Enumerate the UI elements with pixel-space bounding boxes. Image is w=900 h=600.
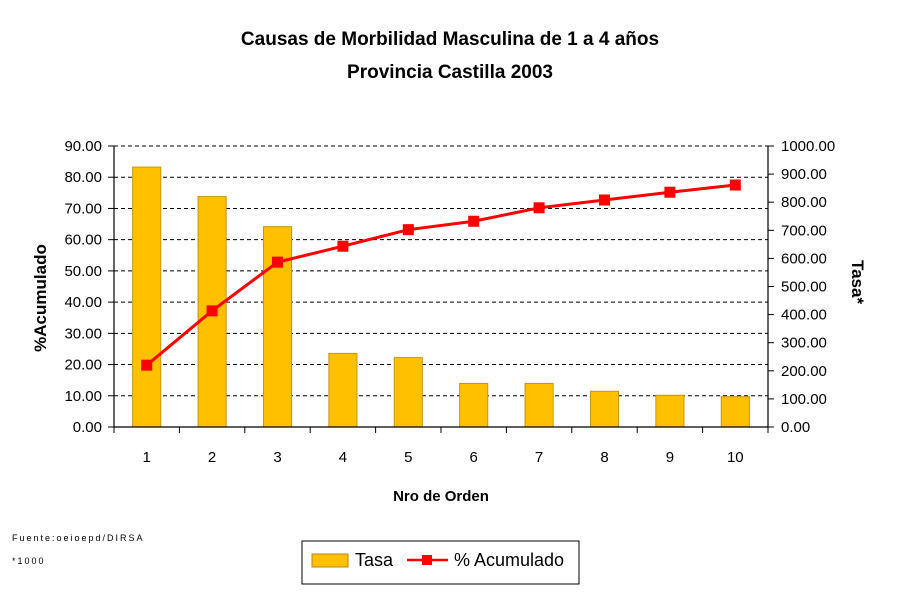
y-right-tick-label: 800.00 xyxy=(781,194,827,211)
line-acumulado-path xyxy=(145,183,736,367)
y-right-tick-label: 400.00 xyxy=(781,307,827,324)
x-tick-label: 2 xyxy=(208,449,216,466)
line-marker-acumulado xyxy=(599,194,610,206)
legend-label-tasa: Tasa xyxy=(355,550,394,570)
bar-tasa xyxy=(393,357,423,428)
x-tick-label: 1 xyxy=(143,449,151,466)
y-left-tick-label: 20.00 xyxy=(64,357,102,374)
y-left-tick-label: 60.00 xyxy=(64,232,102,249)
line-series-acumulado xyxy=(141,179,741,371)
line-marker-acumulado xyxy=(337,240,349,252)
line-marker-acumulado xyxy=(533,202,545,214)
bar-tasa xyxy=(589,390,620,428)
x-tick-label: 4 xyxy=(339,449,347,466)
bar-tasa xyxy=(132,166,162,428)
line-marker-acumulado xyxy=(141,359,153,371)
y-left-tick-label: 80.00 xyxy=(64,169,102,186)
bar-tasa xyxy=(459,382,489,428)
y-left-tick-label: 0.00 xyxy=(73,419,102,436)
x-tick-label: 6 xyxy=(470,449,478,466)
y-axis-right-title: Tasa* xyxy=(848,260,867,304)
y-left-tick-label: 50.00 xyxy=(64,263,102,280)
rate-footnote: *1000 xyxy=(12,556,46,566)
legend-label-acumulado: % Acumulado xyxy=(454,550,564,570)
tick-labels: 0.0010.0020.0030.0040.0050.0060.0070.008… xyxy=(64,138,835,466)
y-right-tick-label: 100.00 xyxy=(781,391,827,408)
y-left-tick-label: 40.00 xyxy=(64,294,102,311)
y-right-tick-label: 200.00 xyxy=(781,363,827,380)
y-right-tick-label: 500.00 xyxy=(781,279,827,296)
x-tick-label: 5 xyxy=(404,449,412,466)
bar-tasa xyxy=(720,396,750,428)
y-right-tick-label: 700.00 xyxy=(781,222,827,239)
y-right-tick-label: 300.00 xyxy=(781,335,827,352)
y-right-tick-label: 600.00 xyxy=(781,250,827,267)
bar-tasa xyxy=(328,352,358,428)
line-marker-acumulado xyxy=(729,179,741,191)
bar-tasa xyxy=(655,394,685,428)
line-marker-acumulado xyxy=(272,256,283,268)
x-tick-label: 8 xyxy=(600,449,608,466)
x-axis-title: Nro de Orden xyxy=(393,488,489,505)
y-right-tick-label: 900.00 xyxy=(781,166,827,183)
bar-series-tasa xyxy=(132,166,750,428)
line-marker-acumulado xyxy=(664,186,676,198)
line-marker-acumulado xyxy=(206,305,218,317)
x-tick-label: 9 xyxy=(666,449,674,466)
legend: Tasa % Acumulado xyxy=(301,540,580,585)
y-axis-left-title: %Acumulado xyxy=(31,244,50,352)
y-left-tick-label: 90.00 xyxy=(64,138,102,155)
chart-subtitle: Provincia Castilla 2003 xyxy=(347,62,553,83)
x-tick-label: 7 xyxy=(535,449,543,466)
y-right-tick-label: 1000.00 xyxy=(781,138,835,155)
x-tick-label: 3 xyxy=(273,449,281,466)
line-marker-acumulado xyxy=(402,224,414,236)
bar-tasa xyxy=(524,382,554,428)
chart-title: Causas de Morbilidad Masculina de 1 a 4 … xyxy=(241,29,659,50)
y-left-tick-label: 30.00 xyxy=(64,325,102,342)
y-left-tick-label: 70.00 xyxy=(64,200,102,217)
source-footnote: Fuente:oeioepd/DIRSA xyxy=(12,533,145,543)
y-left-tick-label: 10.00 xyxy=(64,388,102,405)
y-right-tick-label: 0.00 xyxy=(781,419,810,436)
line-marker-acumulado xyxy=(468,215,480,227)
x-tick-label: 10 xyxy=(727,449,744,466)
legend-swatch-tasa xyxy=(311,553,349,568)
axes xyxy=(108,145,774,433)
legend-swatch-marker xyxy=(422,555,432,565)
